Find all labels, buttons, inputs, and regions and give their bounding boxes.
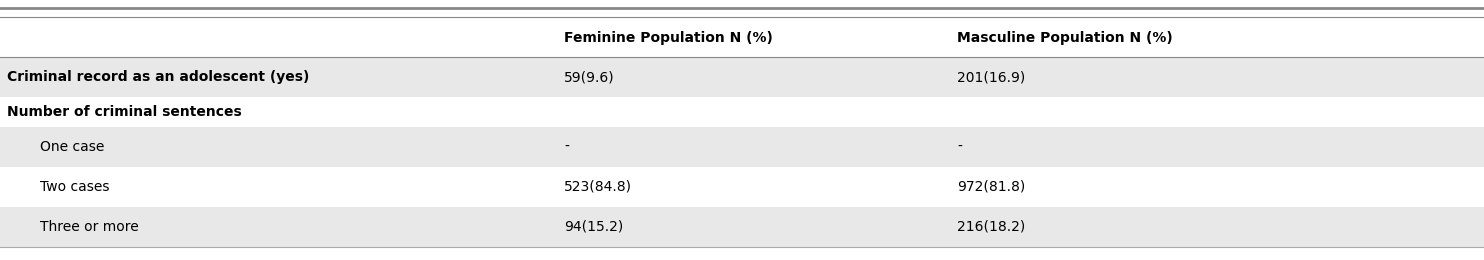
Text: 94(15.2): 94(15.2) xyxy=(564,220,623,234)
Text: Three or more: Three or more xyxy=(40,220,139,234)
Bar xyxy=(0,127,1484,167)
Text: Masculine Population N (%): Masculine Population N (%) xyxy=(957,31,1172,45)
Bar xyxy=(0,207,1484,247)
Text: 216(18.2): 216(18.2) xyxy=(957,220,1025,234)
Bar xyxy=(0,57,1484,97)
Text: One case: One case xyxy=(40,140,104,154)
Text: -: - xyxy=(957,140,962,154)
Bar xyxy=(0,97,1484,127)
Text: 523(84.8): 523(84.8) xyxy=(564,180,632,194)
Text: 59(9.6): 59(9.6) xyxy=(564,70,614,84)
Text: 972(81.8): 972(81.8) xyxy=(957,180,1025,194)
Text: Number of criminal sentences: Number of criminal sentences xyxy=(7,105,242,119)
Text: -: - xyxy=(564,140,568,154)
Bar xyxy=(0,167,1484,207)
Text: 201(16.9): 201(16.9) xyxy=(957,70,1025,84)
Text: Criminal record as an adolescent (yes): Criminal record as an adolescent (yes) xyxy=(7,70,310,84)
Text: Feminine Population N (%): Feminine Population N (%) xyxy=(564,31,773,45)
Text: Two cases: Two cases xyxy=(40,180,110,194)
